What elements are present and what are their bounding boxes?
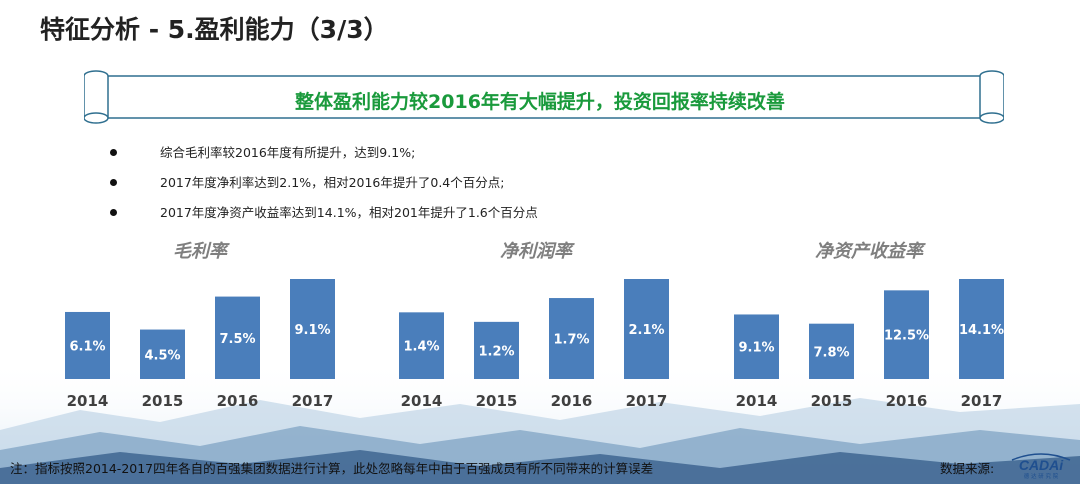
bar-value-label: 9.1% [294,323,330,338]
footer-note: 注：指标按照2014-2017四年各自的百强集团数据进行计算，此处忽略每年中由于… [10,461,654,476]
category-label: 2017 [626,392,668,410]
bar [549,298,594,379]
category-label: 2014 [736,392,778,410]
bar-value-label: 14.1% [959,323,1004,338]
category-label: 2015 [142,392,184,410]
bar-value-label: 12.5% [884,329,929,344]
bar [399,312,444,379]
chart-title: 净利润率 [500,241,575,262]
chart-title: 净资产收益率 [815,241,926,262]
bullet-list: 综合毛利率较2016年度有所提升，达到9.1%; 2017年度净利率达到2.1%… [110,138,538,228]
bar [65,311,110,379]
bar [884,290,929,379]
bar-value-label: 2.1% [628,323,664,338]
logo-text: CADAi [1019,457,1064,473]
bar [474,321,519,379]
bullet-text: 2017年度净利率达到2.1%，相对2016年提升了0.4个百分点; [160,175,505,190]
bar-value-label: 4.5% [144,348,180,363]
bar-charts: 毛利率 6.1% 2014 4.5% 2015 7.5% 2016 9.1% 2017 净利润率 1… [65,241,1004,410]
bullet-item: 2017年度净资产收益率达到14.1%，相对201年提升了1.6个百分点 [110,198,538,228]
chart-title: 毛利率 [173,241,230,262]
category-label: 2016 [886,392,928,410]
category-label: 2015 [811,392,853,410]
bullet-text: 综合毛利率较2016年度有所提升，达到9.1%; [160,145,416,160]
bar-value-label: 9.1% [738,341,774,356]
scroll-banner [84,70,1004,124]
category-label: 2014 [401,392,443,410]
banner-text: 整体盈利能力较2016年有大幅提升，投资回报率持续改善 [295,91,785,113]
bar-value-label: 6.1% [69,339,105,354]
bar-value-label: 1.2% [478,344,514,359]
bullet-dot-icon [110,209,117,216]
bar [809,323,854,379]
bar [734,314,779,379]
category-label: 2016 [551,392,593,410]
category-label: 2015 [476,392,518,410]
bar-value-label: 7.8% [813,345,849,360]
bullet-item: 2017年度净利率达到2.1%，相对2016年提升了0.4个百分点; [110,168,538,198]
bar-value-label: 1.4% [403,340,439,355]
bullet-dot-icon [110,149,117,156]
mountain-background [0,360,1080,484]
bullet-item: 综合毛利率较2016年度有所提升，达到9.1%; [110,138,538,168]
cadai-logo: CADAi 德 达 研 究 院 [1011,453,1071,480]
bar [215,296,260,379]
bar [140,329,185,379]
bar-value-label: 1.7% [553,333,589,348]
bar-value-label: 7.5% [219,332,255,347]
bullet-dot-icon [110,179,117,186]
bar [290,279,335,379]
category-label: 2014 [67,392,109,410]
logo-subtext: 德 达 研 究 院 [1024,472,1059,480]
page-title: 特征分析 - 5.盈利能力（3/3） [40,15,389,44]
category-label: 2017 [961,392,1003,410]
bar [959,279,1004,379]
source-label: 数据来源: [940,461,995,476]
category-label: 2017 [292,392,334,410]
bullet-text: 2017年度净资产收益率达到14.1%，相对201年提升了1.6个百分点 [160,205,538,220]
bar [624,279,669,379]
category-label: 2016 [217,392,259,410]
